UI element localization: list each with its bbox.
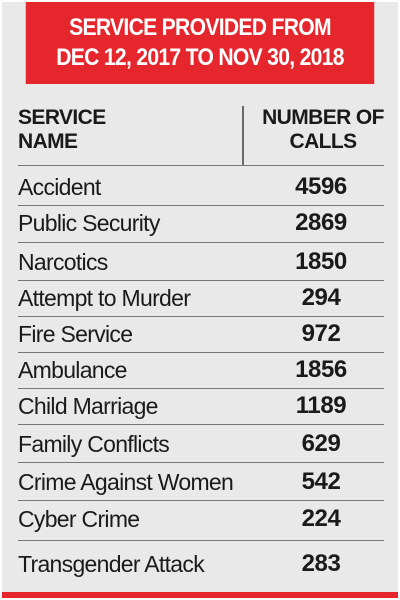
- title-banner: SERVICE PROVIDED FROM DEC 12, 2017 TO NO…: [25, 2, 375, 84]
- call-count: 1856: [295, 356, 347, 383]
- row-rule: [18, 316, 384, 317]
- column-header-number-of-calls: NUMBER OF CALLS: [262, 106, 384, 153]
- service-name: Family Conflicts: [18, 431, 170, 457]
- service-name: Crime Against Women: [18, 469, 234, 495]
- call-count: 629: [301, 430, 341, 457]
- call-count: 4596: [295, 173, 347, 200]
- table-row: Narcotics 1850: [2, 242, 398, 280]
- call-count: 972: [301, 320, 341, 347]
- table-row: Transgender Attack 283: [2, 540, 398, 582]
- service-name: Accident: [18, 174, 101, 200]
- table-row: Ambulance 1856: [2, 352, 398, 388]
- row-rule: [18, 280, 384, 281]
- row-rule: [18, 205, 384, 206]
- call-count: 283: [301, 550, 341, 577]
- service-name: Attempt to Murder: [18, 285, 191, 311]
- table-row: Accident 4596: [2, 169, 398, 205]
- table-row: Cyber Crime 224: [2, 500, 398, 537]
- service-name: Cyber Crime: [18, 506, 140, 532]
- row-rule: [18, 424, 384, 425]
- row-rule: [18, 352, 384, 353]
- title-line-2: DEC 12, 2017 TO NOV 30, 2018: [56, 44, 344, 71]
- table-row: Public Security 2869: [2, 205, 398, 241]
- header-rule: [18, 165, 384, 166]
- column-header-service-name: SERVICE NAME: [18, 106, 106, 153]
- row-rule: [18, 540, 384, 541]
- call-count: 294: [301, 284, 341, 311]
- call-count: 1850: [295, 248, 347, 275]
- title-line-1: SERVICE PROVIDED FROM: [69, 14, 331, 41]
- call-count: 542: [301, 468, 341, 495]
- table-row: Attempt to Murder 294: [2, 280, 398, 316]
- row-rule: [18, 242, 384, 243]
- service-name: Public Security: [18, 210, 160, 236]
- call-count: 1189: [295, 392, 347, 419]
- service-name: Transgender Attack: [18, 551, 205, 577]
- call-count: 2869: [295, 209, 347, 236]
- table-row: Child Marriage 1189: [2, 388, 398, 424]
- service-name: Fire Service: [18, 321, 133, 347]
- service-name: Narcotics: [18, 249, 108, 275]
- table-row: Fire Service 972: [2, 316, 398, 352]
- service-name: Child Marriage: [18, 393, 158, 419]
- service-name: Ambulance: [18, 357, 127, 383]
- table-row: Family Conflicts 629: [2, 424, 398, 462]
- row-rule: [18, 462, 384, 463]
- call-count: 224: [301, 505, 341, 532]
- row-rule: [18, 388, 384, 389]
- bottom-accent-bar: [2, 592, 398, 598]
- row-rule: [18, 500, 384, 501]
- table-row: Crime Against Women 542: [2, 462, 398, 500]
- header-column-divider: [242, 106, 244, 166]
